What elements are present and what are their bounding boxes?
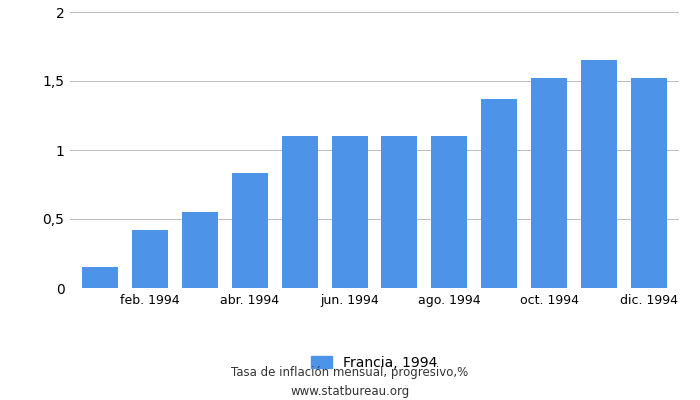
Bar [631, 78, 667, 288]
Text: Tasa de inflación mensual, progresivo,%
www.statbureau.org: Tasa de inflación mensual, progresivo,% … [232, 366, 468, 398]
Bar [332, 136, 368, 288]
Bar [531, 78, 567, 288]
Bar [232, 174, 267, 288]
Bar [132, 230, 168, 288]
Bar [431, 136, 468, 288]
Bar [482, 99, 517, 288]
Bar [82, 267, 118, 288]
Bar [382, 136, 417, 288]
Legend: Francia, 1994: Francia, 1994 [312, 356, 438, 370]
Bar [281, 136, 318, 288]
Bar [581, 60, 617, 288]
Bar [182, 212, 218, 288]
